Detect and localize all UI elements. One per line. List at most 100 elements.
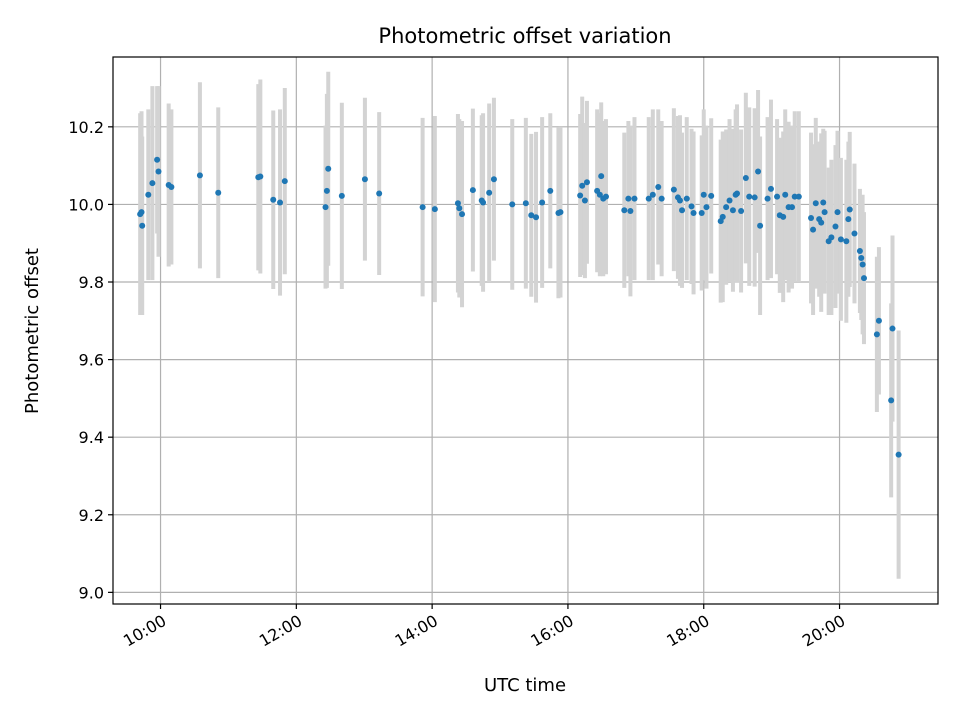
data-point xyxy=(469,187,476,194)
data-point xyxy=(688,203,695,210)
data-point xyxy=(533,214,540,221)
data-point xyxy=(480,199,487,206)
data-point xyxy=(658,195,665,202)
data-point xyxy=(828,234,835,241)
data-point xyxy=(509,201,516,208)
data-point xyxy=(856,247,863,254)
data-point xyxy=(459,211,466,218)
data-point xyxy=(577,192,584,199)
data-point xyxy=(723,204,730,211)
chart-title: Photometric offset variation xyxy=(378,24,671,48)
data-point xyxy=(734,190,741,197)
data-point xyxy=(843,238,850,245)
data-point xyxy=(700,191,707,198)
data-point xyxy=(583,179,590,186)
y-tick-label: 9.2 xyxy=(79,506,104,525)
data-point xyxy=(539,199,546,206)
data-point xyxy=(154,156,161,163)
data-point xyxy=(598,173,605,180)
data-point xyxy=(581,197,588,204)
data-point xyxy=(757,222,764,229)
data-point xyxy=(746,193,753,200)
data-point xyxy=(655,183,662,190)
data-point xyxy=(419,204,426,211)
data-point xyxy=(596,191,603,198)
data-point xyxy=(738,208,745,215)
data-point xyxy=(486,189,493,196)
data-point xyxy=(338,192,345,199)
data-point xyxy=(376,190,383,197)
data-point xyxy=(683,195,690,202)
data-point xyxy=(837,236,844,243)
data-point xyxy=(729,207,736,214)
data-point xyxy=(698,209,705,216)
y-tick-label: 10.2 xyxy=(68,118,104,137)
data-point xyxy=(547,187,554,194)
data-point xyxy=(846,206,853,213)
data-point xyxy=(873,331,880,338)
data-point xyxy=(860,275,867,282)
data-point xyxy=(579,182,586,189)
x-axis-title: UTC time xyxy=(484,675,566,696)
data-point xyxy=(812,200,819,207)
data-point xyxy=(322,204,329,211)
data-point xyxy=(155,168,162,175)
data-point xyxy=(851,230,858,237)
data-point xyxy=(528,212,535,219)
data-point xyxy=(602,193,609,200)
data-point xyxy=(138,209,145,216)
data-point xyxy=(257,173,264,180)
data-point xyxy=(196,172,203,179)
data-point xyxy=(670,186,677,193)
data-point xyxy=(625,195,632,202)
data-point xyxy=(751,194,758,201)
data-point xyxy=(820,199,827,206)
data-point xyxy=(281,178,288,185)
data-point xyxy=(361,176,368,183)
data-point xyxy=(845,216,852,223)
data-point xyxy=(808,214,815,221)
data-point xyxy=(774,193,781,200)
y-tick-label: 10.0 xyxy=(68,195,104,214)
y-tick-label: 9.4 xyxy=(79,428,104,447)
data-point xyxy=(690,209,697,216)
data-point xyxy=(277,199,284,206)
data-point xyxy=(679,207,686,214)
data-point xyxy=(325,165,332,172)
data-point xyxy=(270,196,277,203)
data-point xyxy=(782,191,789,198)
data-point xyxy=(645,195,652,202)
data-point xyxy=(522,200,529,207)
data-point xyxy=(889,325,896,332)
data-point xyxy=(810,226,817,233)
data-point xyxy=(627,208,634,215)
y-tick-label: 9.0 xyxy=(79,583,104,602)
data-point xyxy=(742,175,749,182)
data-point xyxy=(215,189,222,196)
data-point xyxy=(631,195,638,202)
data-point xyxy=(676,197,683,204)
data-point xyxy=(139,222,146,229)
data-point xyxy=(145,191,152,198)
data-point xyxy=(780,213,787,220)
data-point xyxy=(168,183,175,190)
y-axis-title: Photometric offset xyxy=(22,248,43,414)
data-point xyxy=(431,206,438,213)
data-point xyxy=(719,213,726,220)
data-point xyxy=(703,204,710,211)
data-point xyxy=(557,209,564,216)
data-point xyxy=(834,209,841,216)
data-point xyxy=(795,193,802,200)
data-point xyxy=(767,185,774,192)
data-point xyxy=(649,191,656,198)
data-point xyxy=(888,397,895,404)
data-point xyxy=(490,176,497,183)
data-point xyxy=(858,254,865,261)
data-point xyxy=(764,195,771,202)
data-point xyxy=(859,261,866,268)
data-point xyxy=(323,187,330,194)
data-point xyxy=(454,200,461,207)
data-points xyxy=(137,156,902,458)
data-point xyxy=(621,207,628,214)
